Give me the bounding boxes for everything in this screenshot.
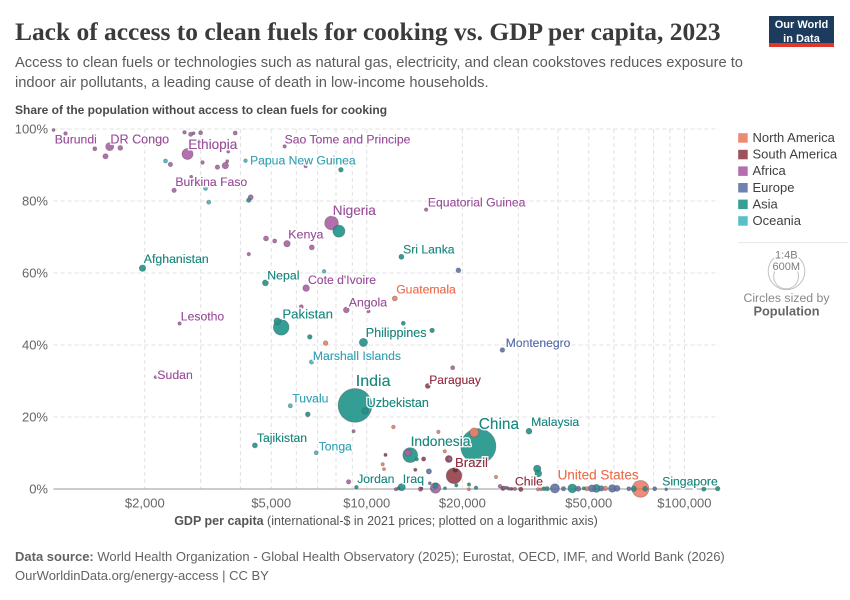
svg-text:United States: United States <box>558 468 639 483</box>
svg-text:Tajikistan: Tajikistan <box>257 431 307 445</box>
svg-text:China: China <box>479 416 520 433</box>
svg-text:$20,000: $20,000 <box>439 496 486 511</box>
svg-text:Tonga: Tonga <box>319 439 352 453</box>
svg-text:Angola: Angola <box>349 295 387 309</box>
svg-text:Papua New Guinea: Papua New Guinea <box>250 153 356 167</box>
svg-text:Philippines: Philippines <box>366 326 427 340</box>
svg-text:Burkina Faso: Burkina Faso <box>175 175 247 189</box>
svg-text:Africa: Africa <box>753 163 787 178</box>
svg-text:Circles sized by: Circles sized by <box>743 291 830 305</box>
svg-text:Paraguay: Paraguay <box>429 373 482 387</box>
svg-text:North America: North America <box>753 130 836 145</box>
svg-text:Jordan: Jordan <box>357 472 394 486</box>
svg-text:Uzbekistan: Uzbekistan <box>367 396 429 410</box>
svg-text:Marshall Islands: Marshall Islands <box>313 349 401 363</box>
svg-text:Montenegro: Montenegro <box>506 336 571 350</box>
svg-text:Montenegro: Montenegro <box>506 336 571 350</box>
svg-text:Papua New Guinea: Papua New Guinea <box>250 153 356 167</box>
svg-text:$50,000: $50,000 <box>565 496 612 511</box>
svg-text:Ethiopia: Ethiopia <box>188 137 238 152</box>
svg-text:Nigeria: Nigeria <box>333 203 377 218</box>
svg-text:Equatorial Guinea: Equatorial Guinea <box>428 195 526 209</box>
svg-text:600M: 600M <box>773 261 801 273</box>
svg-text:Nepal: Nepal <box>267 269 299 283</box>
svg-text:Sri Lanka: Sri Lanka <box>403 243 455 257</box>
svg-text:Equatorial Guinea: Equatorial Guinea <box>428 195 526 209</box>
svg-text:0%: 0% <box>29 482 48 497</box>
svg-text:Kenya: Kenya <box>288 228 323 242</box>
svg-text:Lesotho: Lesotho <box>181 309 225 323</box>
svg-text:Guatemala: Guatemala <box>396 283 456 297</box>
svg-text:Cote d'Ivoire: Cote d'Ivoire <box>308 273 376 287</box>
svg-text:Tuvalu: Tuvalu <box>292 392 328 406</box>
svg-text:Malaysia: Malaysia <box>531 415 579 429</box>
svg-text:Afghanistan: Afghanistan <box>144 252 209 266</box>
svg-text:Pakistan: Pakistan <box>282 306 333 321</box>
svg-text:Oceania: Oceania <box>753 213 802 228</box>
svg-text:Sri Lanka: Sri Lanka <box>403 243 455 257</box>
svg-text:Population: Population <box>753 303 819 318</box>
svg-text:Indonesia: Indonesia <box>411 434 471 449</box>
svg-text:Nepal: Nepal <box>267 269 299 283</box>
svg-text:Lesotho: Lesotho <box>181 309 225 323</box>
svg-text:Chile: Chile <box>515 474 543 488</box>
svg-text:Tuvalu: Tuvalu <box>292 392 328 406</box>
svg-text:South America: South America <box>753 147 838 162</box>
svg-text:$10,000: $10,000 <box>343 496 390 511</box>
svg-text:GDP per capita (international-: GDP per capita (international-$ in 2021 … <box>174 514 598 528</box>
svg-text:India: India <box>356 373 391 390</box>
svg-text:Iraq: Iraq <box>403 472 424 486</box>
svg-text:Marshall Islands: Marshall Islands <box>313 349 401 363</box>
svg-text:Jordan: Jordan <box>357 472 394 486</box>
svg-text:Kenya: Kenya <box>288 228 323 242</box>
svg-text:20%: 20% <box>22 410 48 425</box>
svg-text:Brazil: Brazil <box>455 455 488 470</box>
svg-text:Tajikistan: Tajikistan <box>257 431 307 445</box>
svg-text:Malaysia: Malaysia <box>531 415 579 429</box>
svg-text:60%: 60% <box>22 266 48 281</box>
svg-text:Uzbekistan: Uzbekistan <box>367 396 429 410</box>
svg-text:Guatemala: Guatemala <box>396 283 456 297</box>
svg-text:Angola: Angola <box>349 295 387 309</box>
svg-text:Afghanistan: Afghanistan <box>144 252 209 266</box>
svg-text:Singapore: Singapore <box>662 475 718 489</box>
svg-text:Philippines: Philippines <box>366 326 427 340</box>
svg-text:Indonesia: Indonesia <box>411 434 471 449</box>
svg-text:India: India <box>356 373 391 390</box>
svg-text:80%: 80% <box>22 194 48 209</box>
svg-text:Burundi: Burundi <box>55 133 97 147</box>
svg-text:1:4B: 1:4B <box>775 250 798 262</box>
svg-text:Burkina Faso: Burkina Faso <box>175 175 247 189</box>
svg-text:Sudan: Sudan <box>157 368 193 382</box>
svg-text:Paraguay: Paraguay <box>429 373 482 387</box>
svg-text:Ethiopia: Ethiopia <box>188 137 238 152</box>
svg-text:Asia: Asia <box>753 196 779 211</box>
svg-text:Sudan: Sudan <box>157 368 193 382</box>
svg-text:$100,000: $100,000 <box>657 496 711 511</box>
svg-text:Brazil: Brazil <box>455 455 488 470</box>
svg-text:Cote d'Ivoire: Cote d'Ivoire <box>308 273 376 287</box>
svg-text:Nigeria: Nigeria <box>333 203 377 218</box>
svg-text:$2,000: $2,000 <box>125 496 165 511</box>
svg-text:United States: United States <box>558 468 639 483</box>
svg-text:Burundi: Burundi <box>55 133 97 147</box>
svg-text:Singapore: Singapore <box>662 475 718 489</box>
svg-text:DR Congo: DR Congo <box>110 133 169 147</box>
svg-text:Iraq: Iraq <box>403 472 424 486</box>
svg-text:Sao Tome and Principe: Sao Tome and Principe <box>285 132 411 146</box>
svg-text:Pakistan: Pakistan <box>282 306 333 321</box>
svg-text:DR Congo: DR Congo <box>110 133 169 147</box>
svg-text:Tonga: Tonga <box>319 439 352 453</box>
svg-text:China: China <box>479 416 520 433</box>
svg-text:40%: 40% <box>22 338 48 353</box>
svg-text:Chile: Chile <box>515 474 543 488</box>
svg-text:Europe: Europe <box>753 180 795 195</box>
svg-text:Sao Tome and Principe: Sao Tome and Principe <box>285 132 411 146</box>
svg-text:100%: 100% <box>15 122 49 137</box>
svg-text:$5,000: $5,000 <box>251 496 291 511</box>
